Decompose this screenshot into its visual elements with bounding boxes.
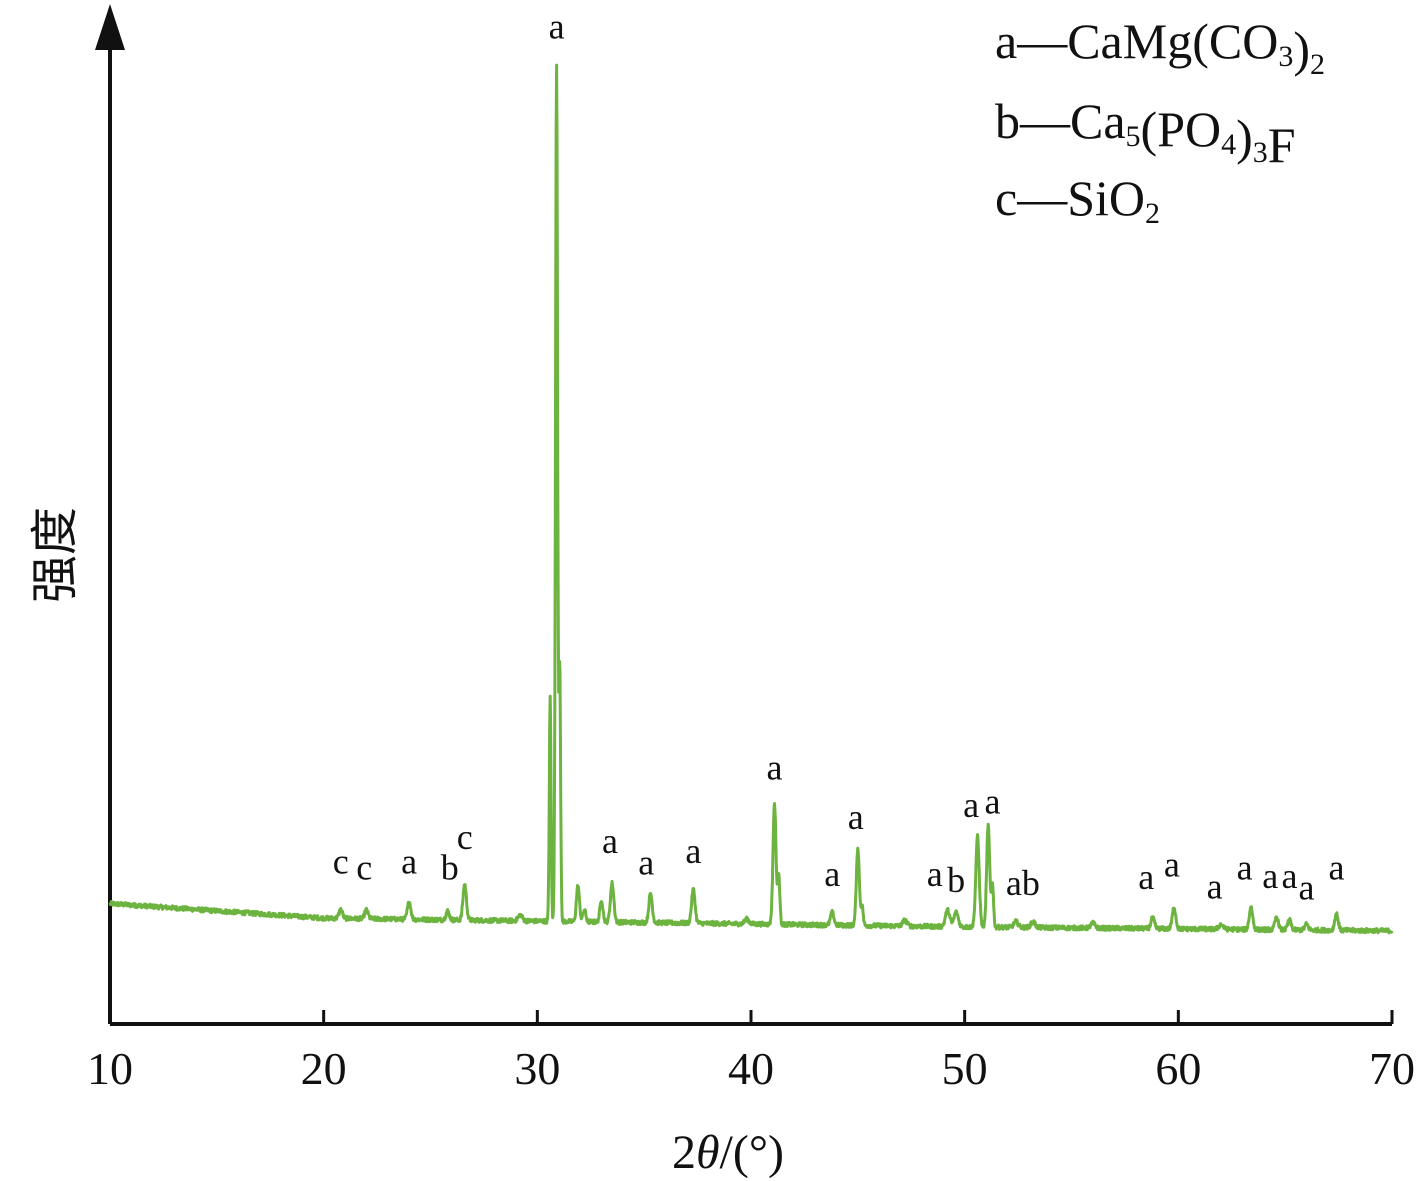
legend: a—CaMg(CO3)2 b—Ca5(PO4)3Fc—SiO2	[995, 13, 1325, 230]
peak-label: a	[638, 842, 654, 882]
x-tick-label: 20	[301, 1043, 347, 1094]
diffraction-curve	[108, 63, 1394, 935]
legend-entry: c—SiO2	[995, 170, 1160, 230]
x-tick-label: 10	[87, 1043, 133, 1094]
peak-label: a	[848, 797, 864, 837]
x-tick-label: 70	[1369, 1043, 1415, 1094]
x-tick-label: 60	[1155, 1043, 1201, 1094]
peak-label: c	[457, 817, 473, 857]
peak-label: b	[441, 847, 459, 887]
peak-label: a	[984, 781, 1000, 821]
y-axis-arrow	[95, 4, 125, 50]
axes	[95, 4, 1392, 1026]
peak-label: a	[767, 747, 783, 787]
x-axis-title-part: θ	[696, 1126, 720, 1179]
peak-label: a	[1328, 847, 1344, 887]
peak-label: a	[1237, 847, 1253, 887]
peak-label: c	[356, 847, 372, 887]
peak-label: a	[1164, 844, 1180, 884]
peak-label: a	[1262, 856, 1278, 896]
peak-label: b	[1022, 863, 1040, 903]
peak-label: a	[1006, 863, 1022, 903]
peak-label: a	[1281, 856, 1297, 896]
peak-label: a	[685, 831, 701, 871]
x-axis-title-part: /(°)	[720, 1126, 785, 1179]
peak-label: b	[947, 860, 965, 900]
peak-label: a	[401, 841, 417, 881]
peak-label: a	[549, 6, 565, 46]
x-tick-label: 40	[728, 1043, 774, 1094]
x-tick-label: 50	[942, 1043, 988, 1094]
x-axis-ticks: 10 20 30 40 50 60 70	[87, 1010, 1415, 1094]
x-tick-label: 30	[514, 1043, 560, 1094]
peak-label: a	[927, 854, 943, 894]
peak-label: a	[963, 785, 979, 825]
peak-label: a	[602, 821, 618, 861]
peak-label: a	[1138, 857, 1154, 897]
legend-entry: b—Ca5(PO4)3F	[995, 93, 1296, 173]
peak-label: a	[1207, 867, 1223, 907]
legend-entry: a—CaMg(CO3)2	[995, 13, 1325, 81]
peak-label: a	[1299, 868, 1315, 908]
x-axis-title: 2θ/(°)	[672, 1126, 784, 1179]
x-axis-title-part: 2	[672, 1126, 696, 1179]
peak-label: c	[333, 841, 349, 881]
peak-label: a	[824, 854, 840, 894]
y-axis-title: 强度	[29, 507, 82, 603]
